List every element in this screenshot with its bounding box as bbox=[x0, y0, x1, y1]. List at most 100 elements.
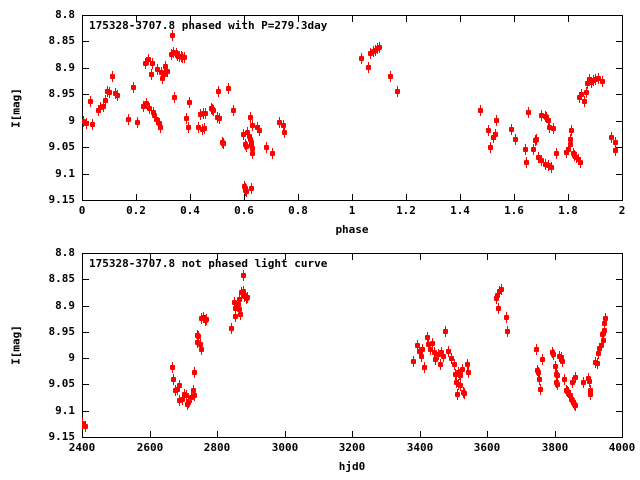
data-point bbox=[597, 343, 603, 355]
data-point bbox=[425, 338, 431, 350]
data-point bbox=[88, 95, 94, 107]
data-point bbox=[394, 85, 400, 97]
y-tick-mark bbox=[616, 437, 622, 438]
data-point bbox=[433, 353, 439, 365]
x-tick-mark bbox=[82, 431, 83, 437]
data-point bbox=[176, 395, 182, 407]
data-point bbox=[211, 105, 217, 117]
y-tick-mark bbox=[83, 94, 89, 95]
data-point bbox=[151, 107, 156, 119]
y-tick-mark bbox=[616, 147, 622, 148]
data-point bbox=[486, 125, 492, 137]
data-point bbox=[131, 82, 137, 94]
data-point bbox=[539, 353, 545, 365]
data-point bbox=[598, 340, 604, 351]
data-point bbox=[554, 148, 560, 160]
y-tick-mark bbox=[616, 94, 622, 95]
data-point bbox=[494, 115, 500, 127]
data-point bbox=[187, 96, 193, 108]
data-point bbox=[492, 128, 498, 140]
x-tick-label: 2600 bbox=[136, 441, 164, 454]
data-point bbox=[451, 358, 457, 370]
data-point bbox=[554, 370, 560, 382]
y-tick-label: 8.8 bbox=[55, 8, 75, 21]
data-point bbox=[585, 77, 591, 89]
x-tick-mark bbox=[82, 194, 83, 200]
y-tick-label: 9 bbox=[68, 351, 75, 364]
y-tick-label: 9.15 bbox=[48, 193, 76, 206]
data-point bbox=[587, 73, 593, 85]
data-point bbox=[550, 123, 556, 135]
data-point bbox=[602, 317, 608, 329]
data-point bbox=[411, 355, 417, 367]
y-tick-label: 9.1 bbox=[55, 167, 75, 180]
x-tick-label: 1.8 bbox=[558, 204, 578, 217]
x-tick-mark bbox=[352, 194, 353, 200]
data-point bbox=[174, 383, 180, 395]
x-tick-mark bbox=[555, 431, 556, 437]
data-point bbox=[595, 73, 601, 85]
x-tick-mark bbox=[622, 431, 623, 437]
x-tick-mark bbox=[487, 431, 488, 437]
data-point bbox=[575, 153, 581, 165]
y-tick-label: 8.9 bbox=[55, 299, 75, 312]
data-point bbox=[196, 122, 202, 134]
x-tick-mark bbox=[298, 194, 299, 200]
y-tick-mark bbox=[616, 253, 622, 254]
x-tick-label: 3600 bbox=[473, 441, 501, 454]
data-point bbox=[181, 388, 187, 400]
data-point bbox=[126, 114, 132, 126]
data-point bbox=[244, 186, 250, 197]
data-point bbox=[245, 126, 251, 138]
x-tick-label: 0.4 bbox=[180, 204, 200, 217]
data-point bbox=[228, 323, 234, 335]
data-point bbox=[536, 367, 542, 379]
x-tick-label: 0.6 bbox=[234, 204, 254, 217]
data-point bbox=[601, 327, 607, 339]
data-point bbox=[366, 61, 372, 73]
data-point bbox=[587, 385, 593, 397]
data-point bbox=[158, 122, 164, 134]
data-point bbox=[241, 270, 247, 282]
x-tick-mark bbox=[136, 16, 137, 22]
data-point bbox=[281, 120, 287, 132]
data-point bbox=[247, 130, 253, 142]
data-point bbox=[249, 120, 255, 132]
data-point bbox=[432, 346, 437, 358]
x-tick-label: 3800 bbox=[541, 441, 569, 454]
x-tick-mark bbox=[352, 431, 353, 437]
y-tick-mark bbox=[83, 306, 89, 307]
data-point bbox=[146, 103, 152, 115]
data-point bbox=[448, 353, 454, 365]
data-point bbox=[567, 390, 573, 402]
data-point bbox=[168, 49, 174, 61]
data-point bbox=[416, 345, 422, 357]
x-tick-label: 1.6 bbox=[504, 204, 524, 217]
data-point bbox=[169, 30, 175, 42]
data-point bbox=[478, 105, 484, 117]
data-point bbox=[466, 367, 472, 379]
data-point bbox=[202, 123, 208, 135]
data-point bbox=[181, 52, 187, 64]
data-point bbox=[564, 146, 570, 158]
data-point bbox=[216, 113, 222, 125]
x-tick-mark bbox=[217, 431, 218, 437]
data-point bbox=[427, 343, 433, 355]
data-point bbox=[163, 60, 169, 72]
data-point bbox=[554, 378, 560, 390]
y-tick-mark bbox=[616, 332, 622, 333]
plot-title: 175328-3707.8 phased with P=279.3day bbox=[89, 19, 328, 32]
data-point bbox=[240, 285, 246, 297]
data-point bbox=[198, 343, 204, 355]
data-point bbox=[141, 100, 147, 112]
x-axis-label: hjd0 bbox=[338, 460, 366, 473]
x-tick-label: 0.2 bbox=[126, 204, 146, 217]
data-point bbox=[539, 110, 544, 122]
data-point bbox=[152, 110, 158, 122]
y-tick-mark bbox=[616, 358, 622, 359]
data-point bbox=[490, 132, 496, 144]
x-tick-mark bbox=[420, 431, 421, 437]
x-tick-mark bbox=[244, 16, 245, 22]
data-point bbox=[493, 292, 499, 304]
